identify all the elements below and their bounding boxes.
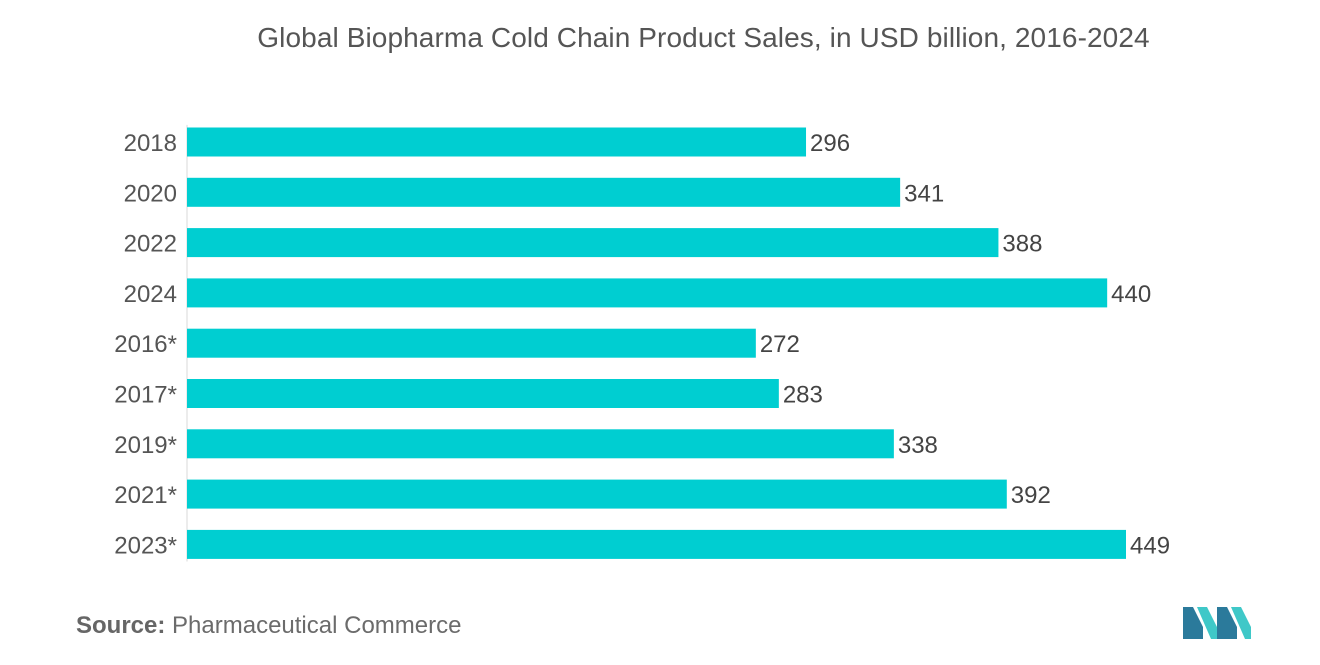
mordor-intelligence-logo-icon <box>1183 607 1251 639</box>
data-label: 338 <box>898 432 938 459</box>
bar-2022 <box>187 228 999 258</box>
bar-2016-est <box>187 328 756 358</box>
data-label: 341 <box>904 180 944 207</box>
category-label: 2017* <box>114 382 177 409</box>
source-note: Source: Pharmaceutical Commerce <box>76 612 461 640</box>
bar-chart: 2018 296 2020 341 2022 388 2024 440 2016* 272 2017… <box>114 124 1170 562</box>
source-label: Source: <box>76 612 166 639</box>
bar-2023-est <box>187 529 1126 559</box>
data-label: 388 <box>1002 231 1042 258</box>
category-label: 2020 <box>124 180 177 207</box>
category-label: 2019* <box>114 432 177 459</box>
category-label: 2024 <box>124 281 177 308</box>
data-label: 392 <box>1011 482 1051 509</box>
category-label: 2016* <box>114 331 177 358</box>
category-label: 2021* <box>114 482 177 509</box>
data-label: 272 <box>760 331 800 358</box>
source-text: Pharmaceutical Commerce <box>172 612 462 639</box>
bar-2021-est <box>187 479 1007 509</box>
bar-2019-est <box>187 429 894 459</box>
category-label: 2022 <box>124 231 177 258</box>
category-label: 2023* <box>114 532 177 559</box>
data-label: 440 <box>1111 281 1151 308</box>
bar-2024 <box>187 278 1108 308</box>
data-label: 449 <box>1130 532 1170 559</box>
category-label: 2018 <box>124 130 177 157</box>
chart-title: Global Biopharma Cold Chain Product Sale… <box>257 22 1150 53</box>
bar-2017-est <box>187 379 779 408</box>
data-label: 296 <box>810 130 850 157</box>
bar-2018 <box>187 127 807 157</box>
data-label: 283 <box>783 382 823 409</box>
bar-2020 <box>187 177 901 207</box>
